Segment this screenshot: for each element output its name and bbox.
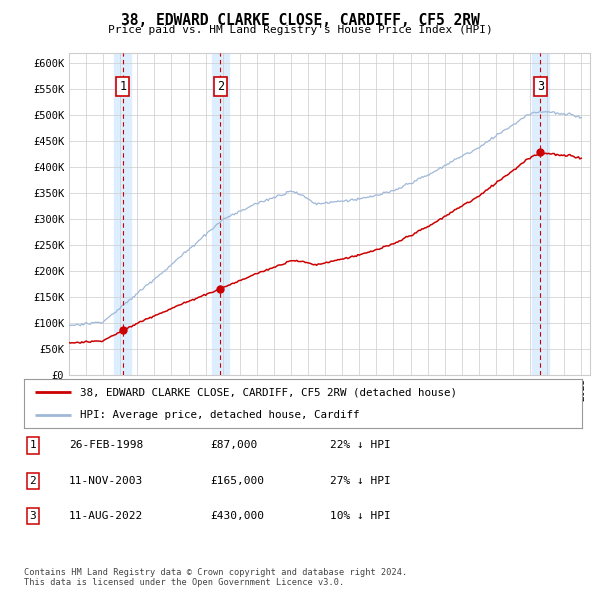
Text: 2: 2 xyxy=(217,80,224,93)
Text: 38, EDWARD CLARKE CLOSE, CARDIFF, CF5 2RW: 38, EDWARD CLARKE CLOSE, CARDIFF, CF5 2R… xyxy=(121,13,479,28)
Text: 3: 3 xyxy=(29,512,37,521)
Text: 11-AUG-2022: 11-AUG-2022 xyxy=(69,512,143,521)
Text: 38, EDWARD CLARKE CLOSE, CARDIFF, CF5 2RW (detached house): 38, EDWARD CLARKE CLOSE, CARDIFF, CF5 2R… xyxy=(80,388,457,398)
Text: 3: 3 xyxy=(537,80,544,93)
Text: £430,000: £430,000 xyxy=(210,512,264,521)
Text: 10% ↓ HPI: 10% ↓ HPI xyxy=(330,512,391,521)
Text: 1: 1 xyxy=(119,80,127,93)
Text: 26-FEB-1998: 26-FEB-1998 xyxy=(69,441,143,450)
Bar xyxy=(212,53,229,375)
Text: 2: 2 xyxy=(29,476,37,486)
Text: £87,000: £87,000 xyxy=(210,441,257,450)
Text: Contains HM Land Registry data © Crown copyright and database right 2024.
This d: Contains HM Land Registry data © Crown c… xyxy=(24,568,407,587)
Bar xyxy=(532,53,549,375)
Text: 11-NOV-2003: 11-NOV-2003 xyxy=(69,476,143,486)
Bar xyxy=(114,53,131,375)
Text: Price paid vs. HM Land Registry's House Price Index (HPI): Price paid vs. HM Land Registry's House … xyxy=(107,25,493,35)
Text: 1: 1 xyxy=(29,441,37,450)
Text: HPI: Average price, detached house, Cardiff: HPI: Average price, detached house, Card… xyxy=(80,409,359,419)
Text: 27% ↓ HPI: 27% ↓ HPI xyxy=(330,476,391,486)
Text: 22% ↓ HPI: 22% ↓ HPI xyxy=(330,441,391,450)
Text: £165,000: £165,000 xyxy=(210,476,264,486)
